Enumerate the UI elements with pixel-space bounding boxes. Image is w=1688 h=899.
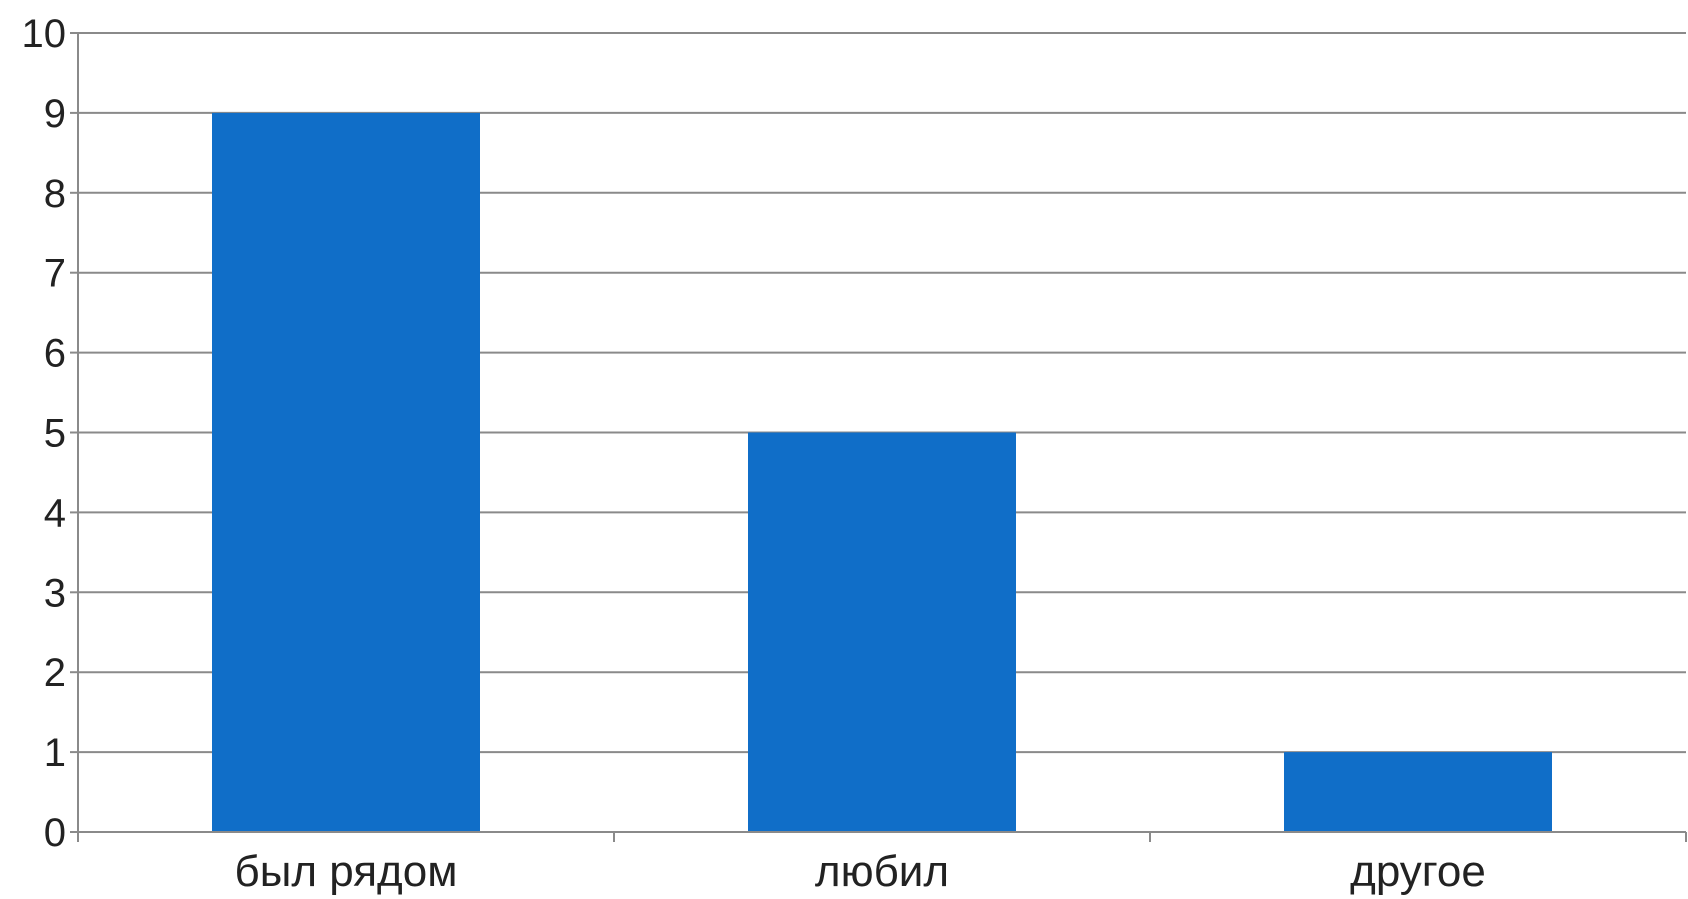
y-tick-label-5: 5 [44, 412, 66, 456]
y-tick-label-1: 1 [44, 731, 66, 775]
x-tick-label-2: любил [815, 847, 949, 896]
x-tick-label-1: был рядом [235, 847, 458, 896]
y-tick-label-4: 4 [44, 491, 66, 535]
y-tick-label-2: 2 [44, 651, 66, 695]
bar-3 [1284, 752, 1552, 832]
x-axis-tick-labels: был рядом любил другое [235, 847, 1486, 896]
bars [212, 112, 1552, 832]
y-tick-label-3: 3 [44, 571, 66, 615]
y-tick-label-8: 8 [44, 172, 66, 216]
y-tick-label-10: 10 [22, 12, 67, 56]
y-axis-tick-labels: 0 1 2 3 4 5 6 7 8 9 10 [22, 12, 67, 855]
y-tick-label-0: 0 [44, 811, 66, 855]
y-tick-label-6: 6 [44, 332, 66, 376]
x-tick-label-3: другое [1350, 847, 1486, 896]
y-tick-label-7: 7 [44, 252, 66, 296]
bar-2 [748, 432, 1016, 832]
axes [70, 32, 1687, 842]
bar-1 [212, 112, 480, 832]
y-tick-label-9: 9 [44, 92, 66, 136]
